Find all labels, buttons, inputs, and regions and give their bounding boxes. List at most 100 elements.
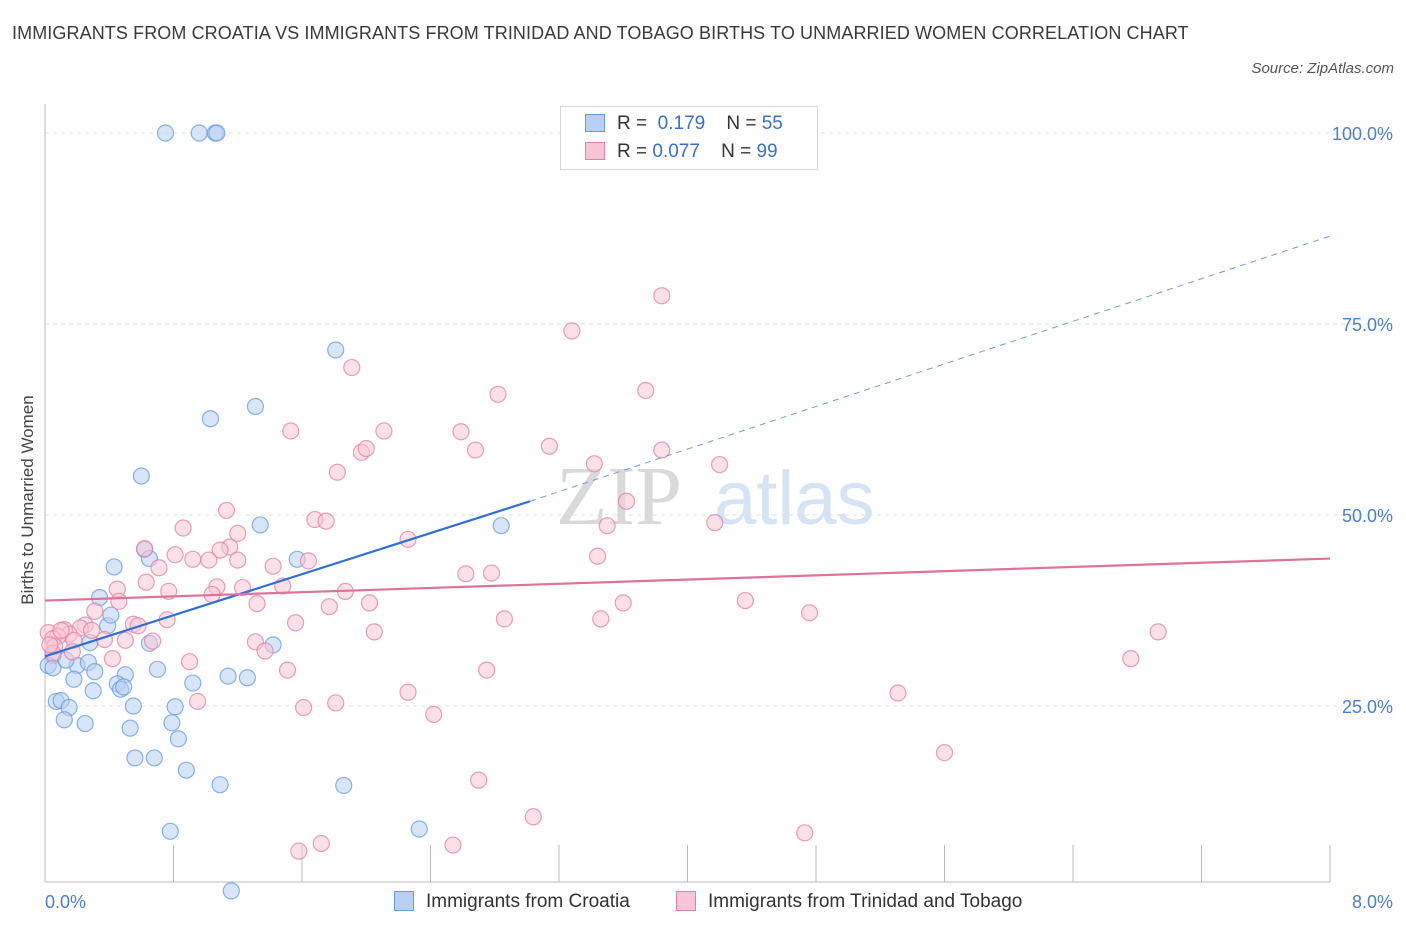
- trinidad-point-81: [278, 661, 297, 679]
- croatia-point-40: [166, 698, 184, 716]
- croatia-point-29: [219, 667, 237, 685]
- trinidad-point-91: [524, 808, 542, 826]
- trinidad-point-51: [736, 591, 754, 610]
- correlation-legend: R = 0.179 N = 55 R = 0.077 N = 99: [560, 106, 818, 170]
- trinidad-point-46: [110, 592, 128, 610]
- croatia-point-28: [184, 674, 202, 692]
- legend-r-label: R =: [617, 141, 648, 162]
- croatia-point-7: [132, 467, 150, 485]
- legend-item-trinidad[interactable]: Immigrants from Trinidad and Tobago: [676, 888, 1022, 916]
- trinidad-point-83: [399, 683, 417, 701]
- trinidad-point-14: [711, 455, 729, 474]
- croatia-point-0: [156, 124, 175, 142]
- trinidad-point-33: [264, 557, 282, 575]
- croatia-point-25: [148, 660, 167, 678]
- trinidad-point-54: [495, 610, 513, 628]
- trinidad-point-5: [282, 422, 300, 440]
- trinidad-point-77: [256, 642, 274, 660]
- croatia-point-16: [102, 606, 120, 624]
- trinidad-point-82: [478, 661, 496, 679]
- trinidad-point-50: [614, 594, 632, 612]
- trinidad-point-34: [150, 559, 168, 577]
- trinidad-point-29: [184, 550, 202, 568]
- trinidad-point-98: [82, 621, 101, 639]
- trinidad-point-93: [312, 834, 330, 853]
- trinidad-point-49: [360, 594, 379, 612]
- croatia-point-48: [177, 761, 195, 779]
- trinidad-point-11: [466, 441, 485, 459]
- trinidad-point-17: [217, 501, 236, 520]
- croatia-point-35: [84, 682, 102, 700]
- trinidad-point-37: [482, 564, 501, 582]
- croatia-point-42: [76, 714, 94, 733]
- trinidad-point-12: [653, 441, 671, 459]
- trinidad-point-10: [357, 439, 375, 458]
- croatia-point-46: [126, 749, 144, 767]
- trinidad-point-94: [444, 836, 462, 854]
- trinidad-point-0: [653, 287, 671, 305]
- trinidad-point-88: [425, 705, 443, 724]
- trinidad-point-92: [796, 824, 814, 842]
- trinidad-point-3: [489, 385, 507, 403]
- legend-n-value-trinidad: 99: [756, 141, 778, 162]
- trinidad-point-69: [144, 632, 162, 650]
- legend-row-croatia: R = 0.179 N = 55: [585, 111, 783, 137]
- trinidad-point-22: [174, 519, 192, 537]
- watermark: ZIP atlas: [556, 450, 875, 543]
- legend-item-croatia[interactable]: Immigrants from Croatia: [394, 888, 630, 916]
- croatia-point-3: [208, 124, 226, 142]
- croatia-point-51: [161, 822, 179, 840]
- legend-r-value-trinidad: 0.077: [652, 141, 700, 162]
- x-tick-label-1: 8.0%: [1352, 892, 1393, 912]
- croatia-point-1: [190, 124, 208, 142]
- croatia-point-41: [55, 711, 73, 729]
- croatia-point-31: [238, 669, 256, 687]
- trinidad-point-36: [457, 565, 475, 583]
- trinidad-point-21: [706, 514, 724, 532]
- series-croatia-points: [39, 124, 510, 900]
- croatia-point-45: [169, 730, 187, 748]
- axes: [44, 104, 1331, 883]
- trinidad-point-97: [52, 621, 70, 639]
- trinidad-point-6: [375, 422, 393, 440]
- trend-line-trinidad: [44, 557, 1331, 602]
- trinidad-point-72: [365, 623, 383, 641]
- croatia-point-9: [492, 517, 510, 535]
- trinidad-point-86: [295, 698, 313, 717]
- trinidad-point-56: [800, 604, 819, 622]
- legend-swatch-croatia: [394, 891, 414, 911]
- trinidad-point-4: [637, 381, 655, 400]
- trinidad-point-55: [592, 610, 610, 628]
- trinidad-point-1: [563, 322, 581, 340]
- trinidad-point-87: [327, 694, 345, 712]
- trinidad-point-20: [598, 517, 616, 535]
- croatia-point-47: [145, 749, 163, 767]
- croatia-point-4: [327, 341, 345, 359]
- trinidad-point-47: [248, 595, 266, 613]
- legend-swatch-croatia: [585, 114, 605, 132]
- croatia-point-43: [121, 719, 139, 737]
- croatia-point-44: [163, 714, 181, 732]
- legend-label-trinidad: Immigrants from Trinidad and Tobago: [708, 891, 1023, 912]
- trend-line-croatia-extension: [529, 235, 1331, 502]
- croatia-point-26: [86, 663, 104, 681]
- legend-n-label: N =: [726, 113, 757, 134]
- trinidad-point-7: [452, 423, 470, 441]
- trinidad-point-30: [200, 551, 218, 569]
- trinidad-point-23: [229, 524, 247, 542]
- legend-row-trinidad: R = 0.077 N = 99: [585, 139, 778, 165]
- y-tick-label-1: 75.0%: [1342, 315, 1393, 335]
- y-tick-label-2: 50.0%: [1342, 506, 1393, 526]
- trinidad-point-84: [889, 684, 907, 702]
- trinidad-point-27: [211, 541, 229, 559]
- trinidad-point-96: [41, 636, 59, 654]
- trinidad-point-90: [470, 771, 488, 789]
- watermark-zip: ZIP: [556, 450, 682, 543]
- gridlines: [45, 132, 1392, 707]
- trinidad-point-13: [585, 455, 603, 473]
- trend-line-croatia: [44, 500, 531, 658]
- trinidad-point-85: [188, 692, 207, 711]
- legend-n-value-croatia: 55: [761, 113, 783, 134]
- legend-label-croatia: Immigrants from Croatia: [426, 891, 630, 912]
- chart-title: IMMIGRANTS FROM CROATIA VS IMMIGRANTS FR…: [12, 23, 1189, 43]
